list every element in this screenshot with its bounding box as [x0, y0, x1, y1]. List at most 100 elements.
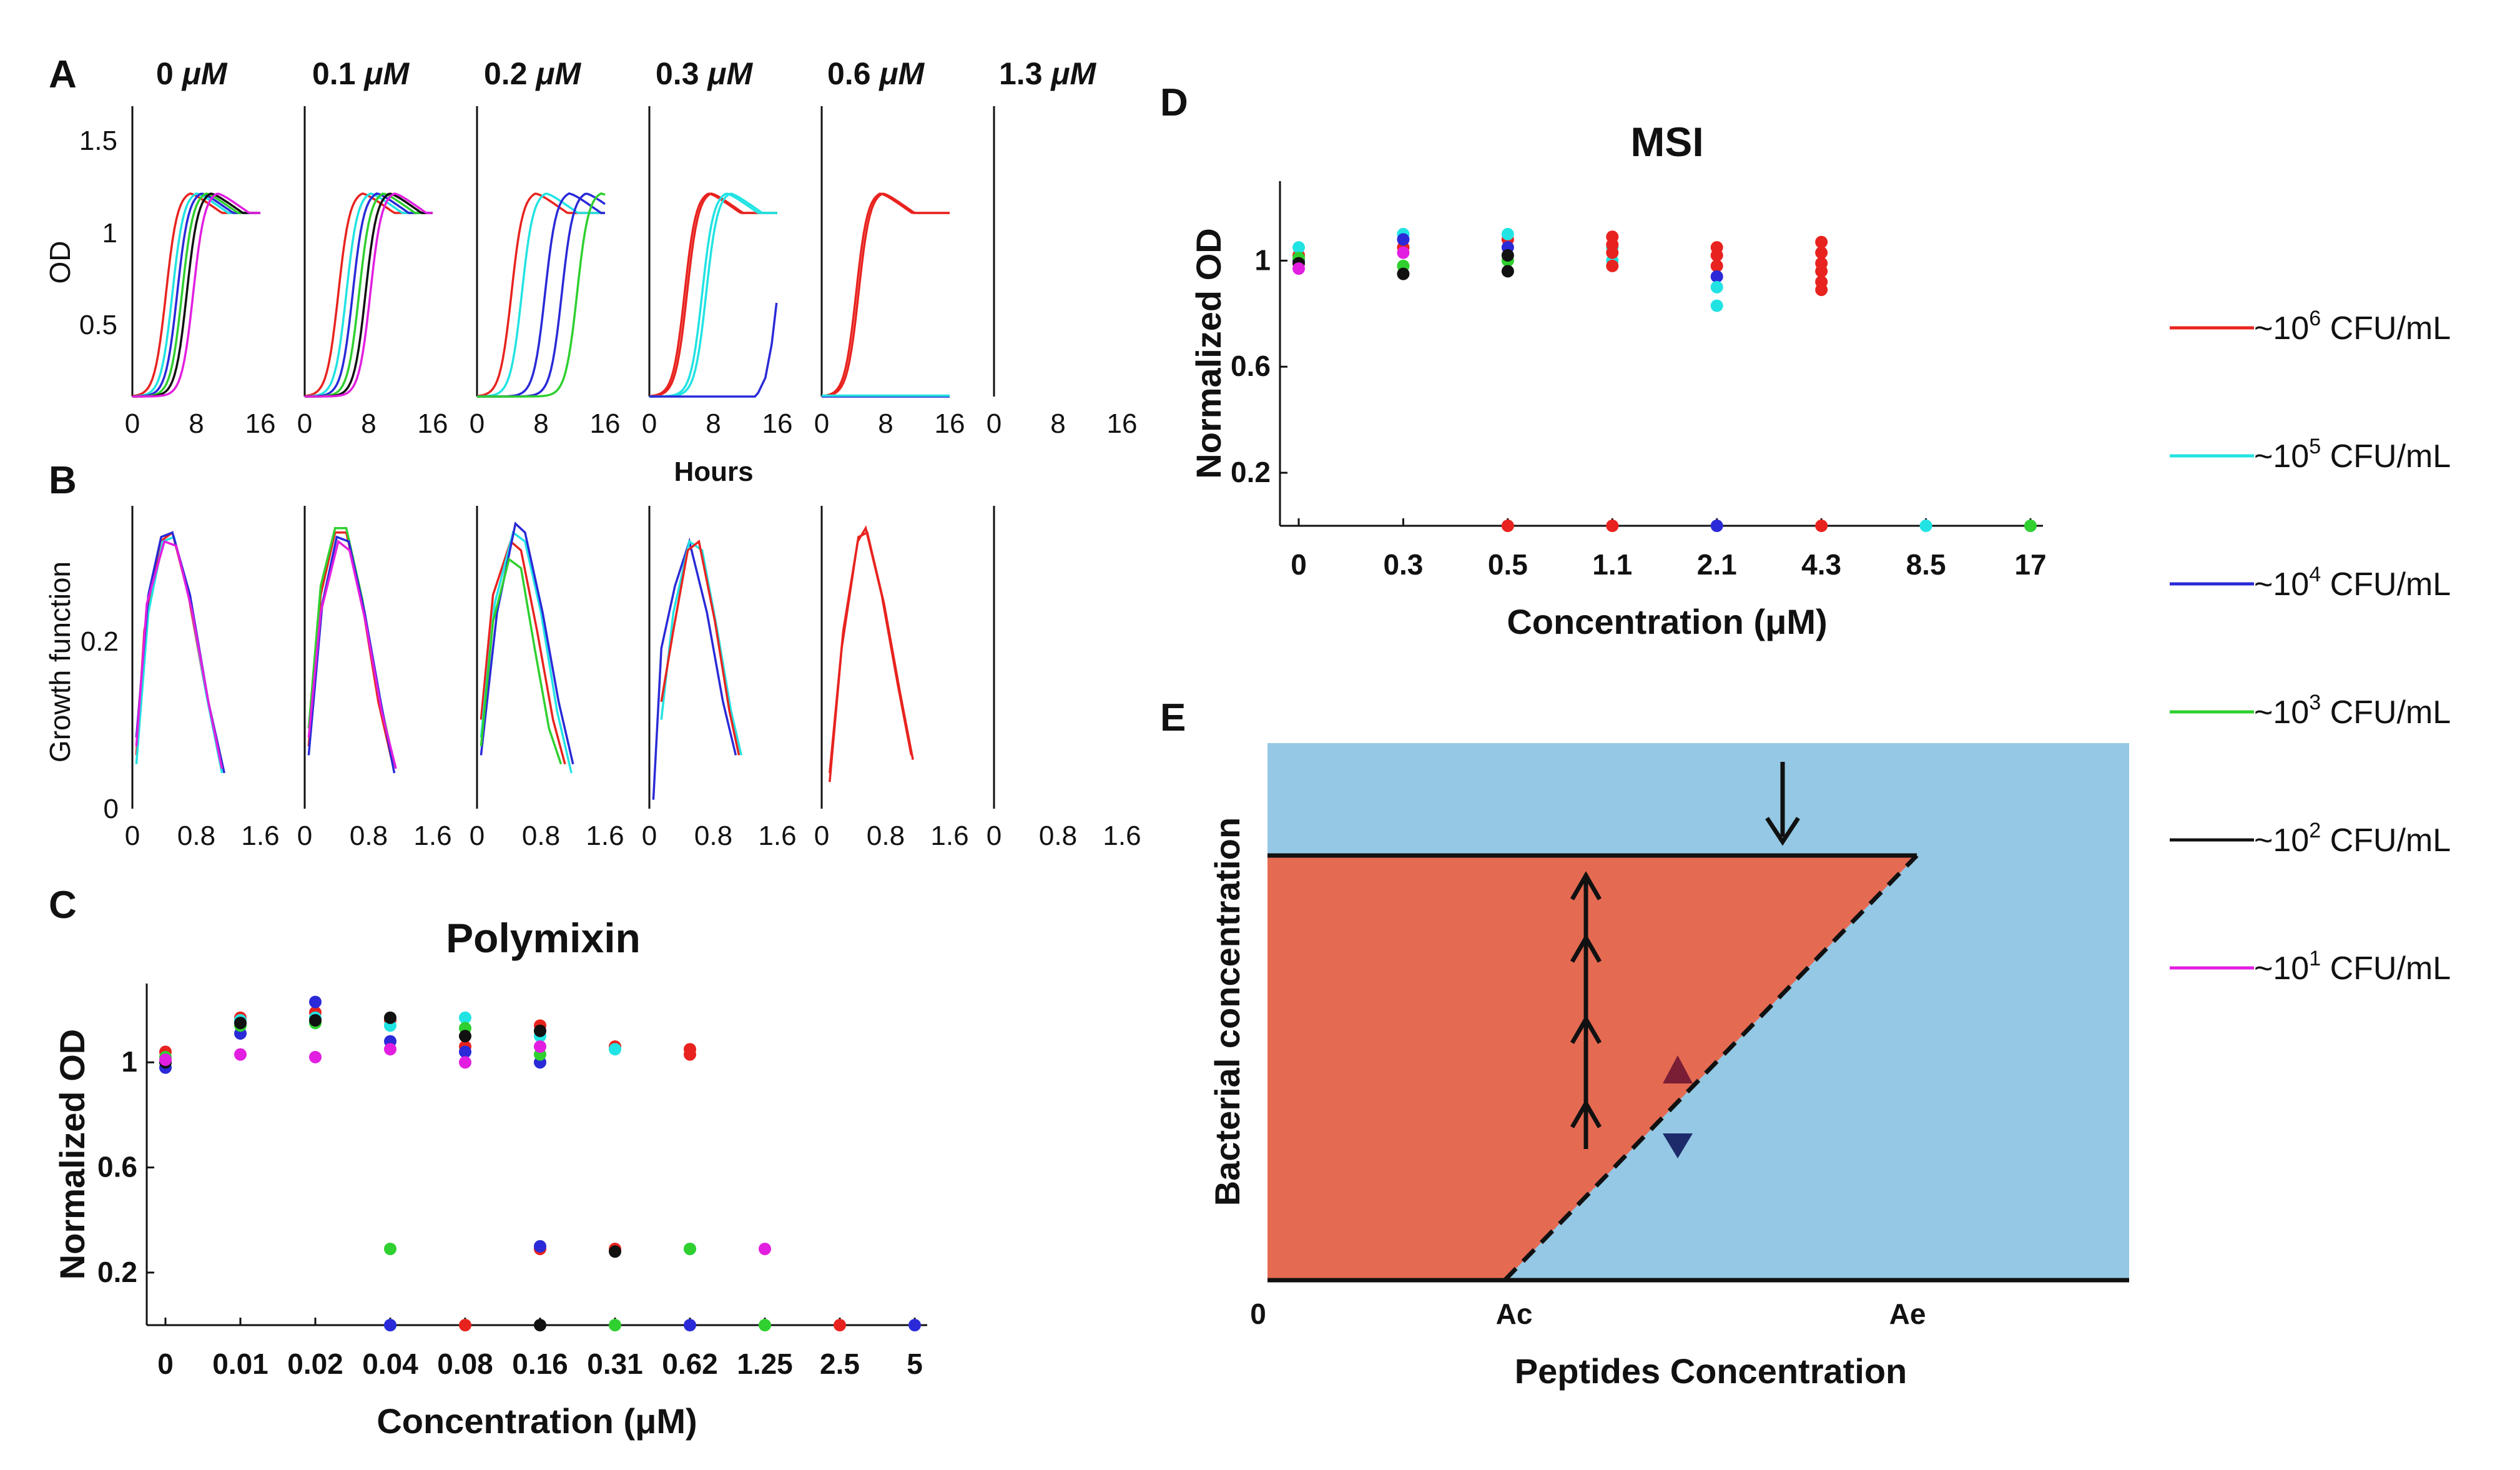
od-curve-d6 [649, 192, 777, 398]
growth-curve-d5 [480, 530, 573, 774]
panel-a-xtick: 8 [706, 408, 721, 439]
data-point-d6 [1606, 246, 1619, 259]
data-point-d5 [1501, 227, 1514, 240]
panel-b-xtick: 0.8 [1039, 821, 1077, 851]
data-point-d2 [1397, 267, 1410, 280]
panel-a-xtick: 0 [987, 408, 1002, 439]
od-curve-d5 [649, 192, 777, 398]
data-point-d3 [684, 1242, 696, 1255]
data-point-d4 [384, 1319, 396, 1331]
data-point-d2 [534, 1024, 546, 1037]
x-tick-label: 0.62 [662, 1348, 718, 1380]
panel-a-xtick: 8 [1050, 408, 1065, 439]
panel-a-xtick: 16 [935, 408, 965, 439]
data-point-d3 [2024, 520, 2037, 532]
panel-b-xtick: 0 [642, 821, 657, 851]
x-tick-label: 2.5 [820, 1348, 860, 1380]
od-curve-d3 [477, 192, 606, 398]
diagonal-boundary [1503, 854, 1919, 1282]
data-point-d4 [684, 1319, 696, 1331]
panel-a-xtick: 0 [470, 408, 485, 439]
down-arrow [1765, 762, 1800, 846]
x-tick-label: 0.01 [212, 1348, 268, 1380]
data-point-d6 [684, 1048, 696, 1061]
panel-b-xtick: 0.8 [694, 821, 732, 851]
data-point-d4 [908, 1319, 921, 1331]
x-tick-label: 0 [1291, 548, 1307, 581]
x-tick-label: 0.02 [287, 1348, 343, 1380]
panel-b-xtick: 0 [125, 821, 140, 851]
data-point-d2 [234, 1017, 247, 1030]
panel-a-xtick: 8 [533, 408, 548, 439]
data-point-d6 [834, 1319, 846, 1331]
data-point-d5 [1292, 241, 1305, 254]
data-point-d1 [459, 1056, 471, 1069]
data-point-d2 [534, 1319, 546, 1331]
data-point-d3 [609, 1319, 621, 1331]
x-axis-label: Concentration (μM) [1507, 602, 1827, 641]
x-tick-label: 1.25 [737, 1348, 793, 1380]
panel-label-b: B [49, 459, 77, 502]
data-point-d6 [1501, 520, 1514, 532]
growth-curve-d1 [307, 540, 397, 769]
data-point-d4 [1710, 270, 1723, 283]
data-point-d1 [534, 1040, 546, 1053]
growth-curve-d4 [480, 521, 574, 765]
x-tick-label: 0.04 [362, 1348, 418, 1380]
data-point-d1 [309, 1050, 322, 1063]
legend-label-d2: ~102 CFU/mL [2254, 819, 2451, 859]
panel-a-xtick: 8 [878, 408, 893, 439]
panel-e-xtick-ac: Ac [1496, 1298, 1533, 1330]
data-point-d2 [609, 1245, 621, 1258]
growth-curve-d3 [480, 557, 563, 765]
concentration-header: 0.6 μM [827, 56, 925, 91]
data-point-d1 [384, 1043, 396, 1056]
data-point-d1 [159, 1053, 172, 1067]
panel-e-xtick-zero: 0 [1250, 1298, 1266, 1330]
panel-b-xtick: 1.6 [930, 821, 968, 851]
legend-label-d3: ~103 CFU/mL [2254, 691, 2451, 731]
growth-curve-d5 [660, 540, 743, 756]
y-tick-label: 1 [1254, 244, 1271, 276]
panel-b-xtick: 1.6 [1103, 821, 1141, 851]
panel-a-xtick: 0 [642, 408, 657, 439]
panel-b-xtick: 0.8 [522, 821, 560, 851]
data-point-d4 [309, 995, 322, 1009]
x-tick-label: 4.3 [1801, 548, 1841, 581]
panel-d-chart: MSI 0.2 0.6 1 0 0.3 0.5 1.1 2.1 4.3 8.5 17 Concentra… [1189, 119, 2047, 641]
y-axis-label: Normalized OD [52, 1029, 92, 1280]
data-point-d5 [609, 1043, 621, 1056]
od-curve-d6 [821, 192, 950, 397]
panel-b-xtick: 1.6 [758, 821, 796, 851]
y-tick-label: 1 [121, 1045, 137, 1078]
data-point-d3 [384, 1242, 396, 1255]
od-curve-d5 [649, 192, 777, 398]
panel-b-xtick: 0.8 [177, 821, 215, 851]
upward-arrow-chain [1570, 871, 1602, 1149]
legend: ~106 CFU/mL ~105 CFU/mL ~104 CFU/mL ~103 CF… [2170, 307, 2451, 987]
legend-label-d1: ~101 CFU/mL [2254, 947, 2451, 987]
growth-curve-d6 [307, 531, 394, 765]
panel-a-xtick: 16 [1107, 408, 1138, 439]
panel-e-ylabel: Bacterial concentration [1208, 817, 1247, 1206]
data-point-d3 [759, 1319, 771, 1331]
x-tick-label: 0.16 [512, 1348, 568, 1380]
triangle-down [1663, 1133, 1693, 1158]
chart-title: MSI [1630, 119, 1703, 165]
od-curve-d3 [305, 192, 433, 398]
x-axis-label: Concentration (μM) [377, 1401, 697, 1441]
y-tick-label: 0.2 [97, 1256, 137, 1288]
panel-a-xtick: 8 [189, 408, 204, 439]
data-point-d2 [459, 1030, 471, 1043]
od-curve-d4 [649, 302, 778, 398]
data-point-d6 [1815, 520, 1828, 532]
x-tick-label: 0 [157, 1348, 174, 1380]
panel-b-ytick: 0.2 [81, 626, 119, 657]
panel-a-ylabel: OD [44, 241, 76, 284]
panel-b-ylabel: Growth function [44, 561, 76, 762]
panel-label-d: D [1160, 81, 1188, 124]
panel-b-plots: 0 0.8 1.6 0 0.8 1.6 0 0.8 1.6 0 0.8 1.6 0 0.8 1.6 0 0.8 1… [125, 506, 1141, 851]
od-curve-d1 [132, 192, 260, 398]
y-tick-label: 0.2 [1231, 456, 1271, 488]
